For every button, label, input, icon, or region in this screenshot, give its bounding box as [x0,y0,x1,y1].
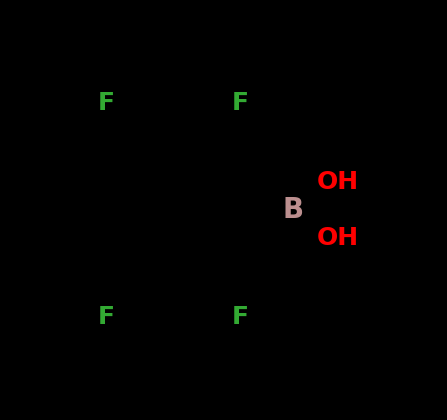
Text: OH: OH [317,170,359,194]
Text: F: F [232,305,249,329]
Text: F: F [98,305,115,329]
Text: OH: OH [317,226,359,250]
Text: F: F [232,91,249,115]
Text: B: B [282,196,304,224]
Text: F: F [98,91,115,115]
